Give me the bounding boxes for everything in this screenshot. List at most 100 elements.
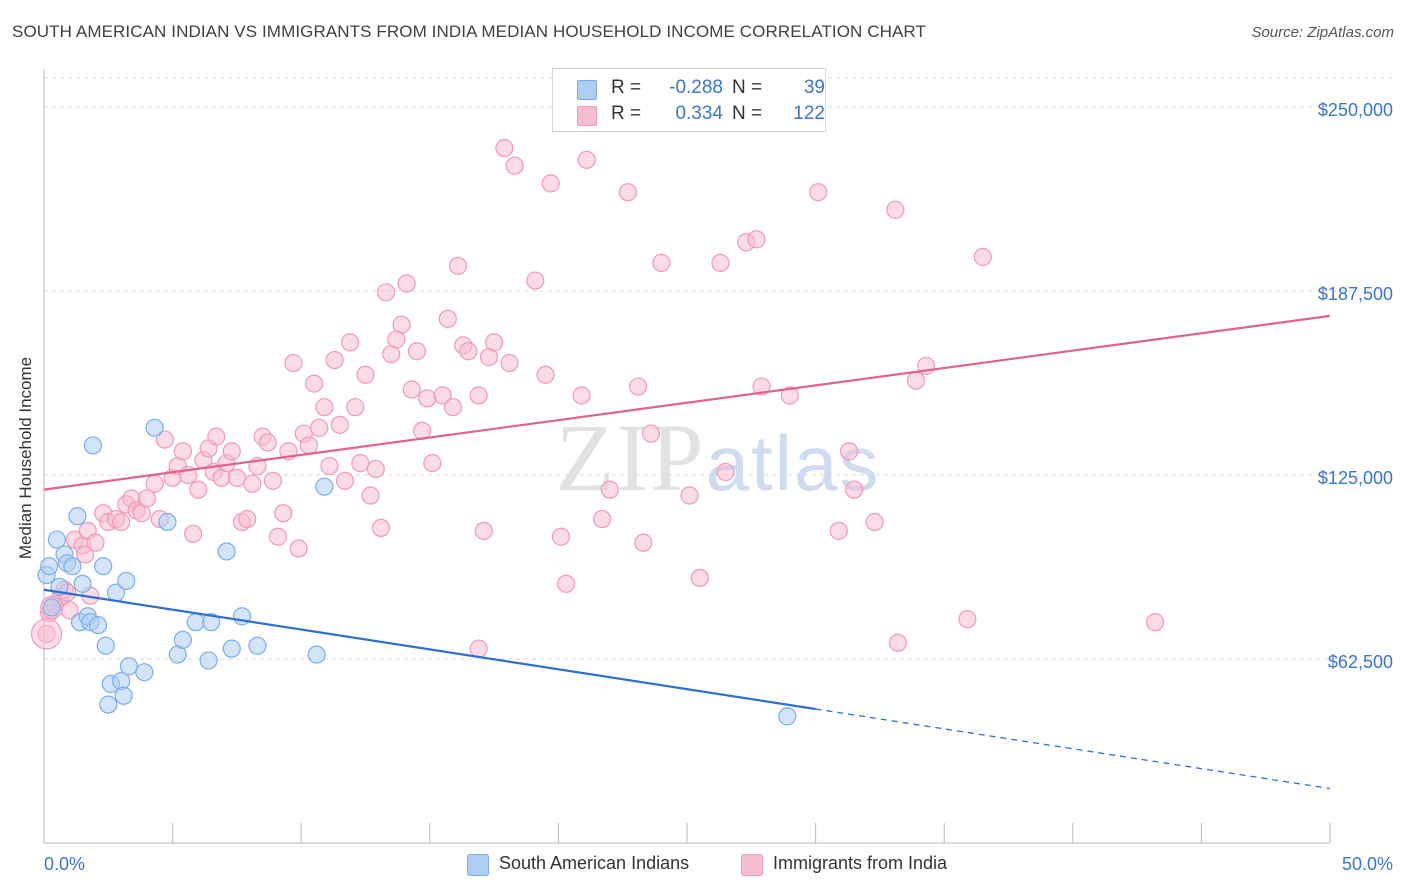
legend-label: South American Indians — [499, 853, 690, 873]
data-point-immigrants-from-india — [376, 283, 396, 302]
data-point-immigrants-from-india — [443, 398, 463, 417]
data-point-immigrants-from-india — [845, 480, 864, 499]
chart-source: Source: ZipAtlas.com — [1251, 24, 1394, 41]
data-point-immigrants-from-india — [86, 533, 105, 552]
data-point-south-american-indians — [145, 418, 164, 437]
data-point-south-american-indians — [217, 542, 236, 561]
data-point-immigrants-from-india — [189, 480, 208, 499]
data-point-immigrants-from-india — [500, 353, 519, 373]
data-point-immigrants-from-india — [505, 156, 524, 175]
data-point-south-american-indians — [222, 639, 241, 658]
data-point-immigrants-from-india — [433, 386, 452, 405]
data-point-immigrants-from-india — [392, 315, 411, 334]
r-value: -0.288 — [669, 77, 723, 98]
data-point-immigrants-from-india — [541, 174, 560, 193]
data-point-immigrants-from-india — [402, 380, 421, 399]
data-point-immigrants-from-india — [680, 486, 699, 505]
data-point-immigrants-from-india — [137, 489, 156, 508]
blue-swatch — [577, 80, 597, 100]
data-point-immigrants-from-india — [243, 474, 262, 493]
tick-labels: $62,500 $125,000 $187,500 $250,000 0.0% 50.0% — [44, 100, 1393, 874]
data-point-south-american-indians — [94, 557, 113, 576]
data-point-south-american-indians — [63, 557, 82, 576]
data-point-south-american-indians — [307, 645, 326, 664]
data-point-south-american-indians — [114, 686, 133, 705]
data-point-immigrants-from-india — [346, 398, 365, 417]
data-point-immigrants-from-india — [652, 253, 671, 272]
data-point-south-american-indians — [73, 574, 92, 593]
data-point-immigrants-from-india — [222, 442, 241, 461]
data-point-immigrants-from-india — [577, 150, 596, 169]
data-point-south-american-indians — [202, 613, 221, 632]
data-point-immigrants-from-india — [886, 200, 905, 219]
data-point-immigrants-from-india — [361, 486, 380, 505]
immigrants-from-india-points — [30, 138, 1165, 658]
data-point-south-american-indians — [778, 707, 797, 726]
data-point-immigrants-from-india — [829, 521, 848, 540]
data-point-south-american-indians — [96, 636, 115, 655]
data-point-immigrants-from-india — [299, 436, 319, 455]
data-point-immigrants-from-india — [366, 459, 385, 479]
data-point-south-american-indians — [117, 571, 136, 591]
data-point-immigrants-from-india — [448, 256, 468, 275]
data-point-immigrants-from-india — [320, 456, 339, 476]
data-point-immigrants-from-india — [711, 253, 730, 272]
data-point-immigrants-from-india — [274, 504, 293, 523]
r-label: R = — [611, 103, 642, 124]
data-point-immigrants-from-india — [371, 518, 391, 538]
data-point-immigrants-from-india — [469, 386, 488, 405]
data-point-immigrants-from-india — [716, 462, 735, 482]
data-point-immigrants-from-india — [526, 271, 545, 290]
axes — [43, 70, 1331, 844]
data-point-immigrants-from-india — [551, 527, 571, 546]
trend-line-extension — [815, 708, 1331, 790]
data-point-south-american-indians — [47, 530, 66, 549]
trend-line-south-american-indians — [43, 588, 816, 711]
n-value: 39 — [803, 77, 825, 98]
r-label: R = — [611, 77, 642, 98]
data-point-immigrants-from-india — [325, 350, 344, 370]
data-point-immigrants-from-india — [351, 454, 370, 473]
grid-lines — [44, 77, 1394, 660]
data-point-south-american-indians — [88, 615, 108, 635]
data-point-immigrants-from-india — [485, 333, 504, 352]
y-tick-label: $62,500 — [1328, 652, 1393, 672]
data-point-immigrants-from-india — [600, 480, 619, 499]
y-tick-label: $125,000 — [1318, 468, 1393, 488]
correlation-legend: R = -0.288 N = 39 R = 0.334 N = 122 — [552, 68, 826, 132]
data-point-immigrants-from-india — [335, 471, 355, 490]
data-point-immigrants-from-india — [173, 442, 192, 461]
data-point-south-american-indians — [186, 613, 205, 632]
data-point-immigrants-from-india — [397, 274, 416, 293]
data-point-immigrants-from-india — [593, 509, 612, 529]
data-point-immigrants-from-india — [839, 442, 859, 461]
data-point-south-american-indians — [83, 436, 102, 455]
data-point-immigrants-from-india — [572, 386, 591, 405]
data-point-immigrants-from-india — [780, 386, 799, 405]
data-point-immigrants-from-india — [906, 371, 926, 390]
n-value: 122 — [793, 103, 825, 124]
trend-lines — [43, 314, 1331, 790]
data-point-south-american-indians — [99, 695, 118, 714]
data-point-south-american-indians — [119, 657, 138, 676]
x-tick-label: 0.0% — [44, 854, 85, 874]
data-point-immigrants-from-india — [752, 377, 771, 396]
data-point-immigrants-from-india — [407, 342, 427, 361]
data-point-immigrants-from-india — [330, 415, 349, 434]
data-point-immigrants-from-india — [958, 610, 977, 629]
r-value: 0.334 — [675, 103, 723, 124]
data-point-immigrants-from-india — [690, 568, 709, 588]
data-point-cluster — [30, 618, 63, 650]
data-point-immigrants-from-india — [423, 454, 442, 473]
data-point-immigrants-from-india — [438, 309, 457, 328]
data-point-immigrants-from-india — [258, 433, 277, 452]
data-point-immigrants-from-india — [310, 418, 329, 437]
data-point-immigrants-from-india — [888, 633, 908, 652]
y-tick-label: $187,500 — [1318, 284, 1393, 304]
n-label: N = — [732, 77, 763, 98]
data-point-south-american-indians — [173, 630, 192, 649]
data-point-immigrants-from-india — [263, 471, 283, 490]
data-point-immigrants-from-india — [207, 427, 226, 446]
blue-swatch — [467, 854, 489, 876]
